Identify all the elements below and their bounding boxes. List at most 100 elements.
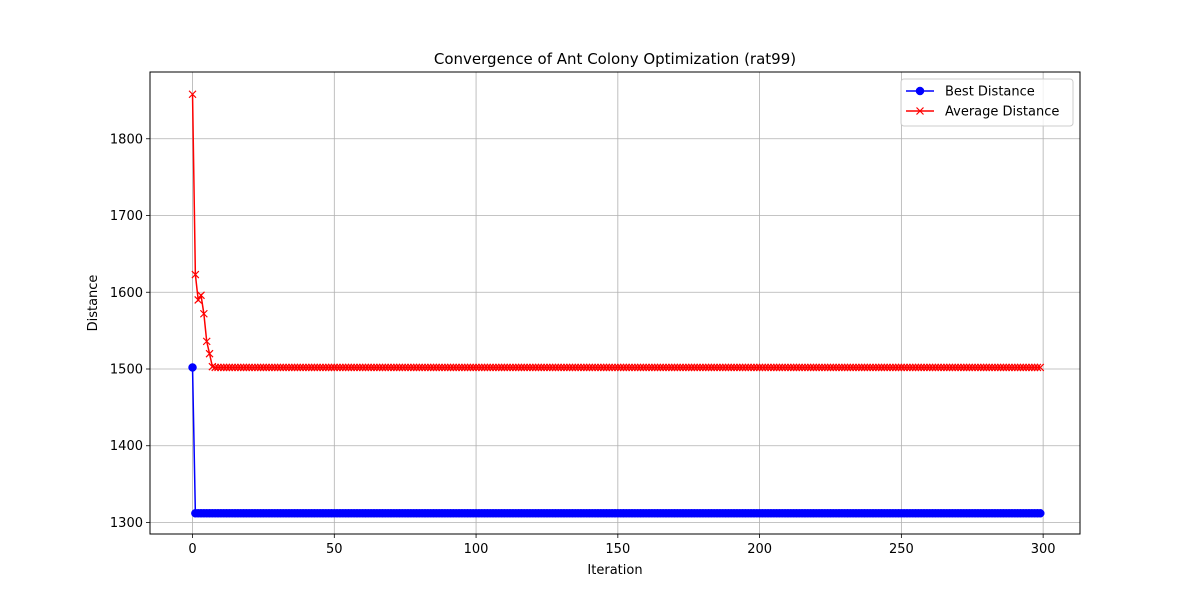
series-1-point [735,363,744,372]
series-1-point [293,363,302,372]
series-1-point [429,363,438,372]
series-1-point [222,363,231,372]
series-1-point [894,363,903,372]
series-1-point [466,363,475,372]
series-1-point [347,363,356,372]
series-1-point [327,363,336,372]
series-1-point [214,363,222,372]
series-1-point [982,363,991,372]
series-1-point [554,363,563,372]
series-1-point [497,363,506,372]
series-1-point [452,363,461,372]
series-1-point [636,363,645,372]
series-1-point [409,363,418,372]
series-1-point [426,363,435,372]
series-1-point [625,363,634,372]
series-1-point [809,363,818,372]
series-1-point [880,363,889,372]
series-1-point [968,363,977,372]
series-1-point [883,363,892,372]
series-1-point [976,363,985,372]
series-1-point [911,363,920,372]
series-1-point [353,363,361,372]
series-1-point [483,363,492,372]
series-1-point [988,363,997,372]
series-1-point [480,363,489,372]
series-1-point [829,363,838,372]
series-1-point [645,363,653,372]
series-1-point [962,363,971,372]
series-1-point [528,363,537,372]
series-1-point [250,363,259,372]
series-1-point [840,363,849,372]
series-1-point [438,363,446,372]
series-1-point [696,363,704,372]
series-1-point [486,363,495,372]
series-1-point [276,363,285,372]
series-1-point [954,363,963,372]
series-1-point [310,363,319,372]
series-1-point [792,363,801,372]
series-1-point [767,363,775,372]
series-1-point [551,363,560,372]
series-1-point [378,363,387,372]
series-1-point [285,363,293,372]
series-1-point [789,363,798,372]
series-1-point [404,363,412,372]
series-1-point [993,363,1002,372]
series-1-point [372,363,381,372]
series-1-point [662,363,670,372]
series-1-point [511,363,520,372]
series-1-point [903,363,911,372]
series-1-point [974,363,982,372]
series-1-point [560,363,568,372]
series-0-point [1036,509,1045,518]
series-1-point [585,363,594,372]
series-1-point [435,363,444,372]
series-1-point [917,363,926,372]
series-1-point [562,363,571,372]
series-1-point [219,363,228,372]
series-1-point [798,363,807,372]
series-1-point [727,363,736,372]
series-1-point [256,363,265,372]
series-1 [188,90,1045,372]
series-1-point [920,363,928,372]
series-1-point [194,296,203,304]
series-1-point [633,363,642,372]
series-1-point [344,363,353,372]
series-1-point [319,363,327,372]
series-1-point [755,363,764,372]
legend-label-0: Best Distance [945,85,1035,100]
series-1-point [423,363,432,372]
series-1-point [996,363,1005,372]
series-1-point [267,363,276,372]
series-1-point [304,363,313,372]
series-1-point [999,363,1008,372]
series-1-point [659,363,668,372]
series-1-point [684,363,693,372]
series-1-point [667,363,676,372]
series-1-point [290,363,299,372]
series-1-point [202,337,211,346]
x-tick-label: 50 [326,542,343,557]
series-1-point [959,363,968,372]
series-1-point [681,363,690,372]
series-1-point [710,363,719,372]
series-1-point [282,363,291,372]
series-1-point [526,363,534,372]
series-1-point [837,363,846,372]
series-1-point [611,363,619,372]
series-1-point [781,363,790,372]
series-1-point [622,363,631,372]
series-1-point [197,291,205,300]
y-tick-label: 1700 [110,209,143,224]
series-1-point [273,363,282,372]
series-1-point [401,363,410,372]
series-1-point [871,363,880,372]
series-1-point [503,363,512,372]
series-1-point [361,363,370,372]
series-1-point [866,363,875,372]
series-1-point [778,363,787,372]
